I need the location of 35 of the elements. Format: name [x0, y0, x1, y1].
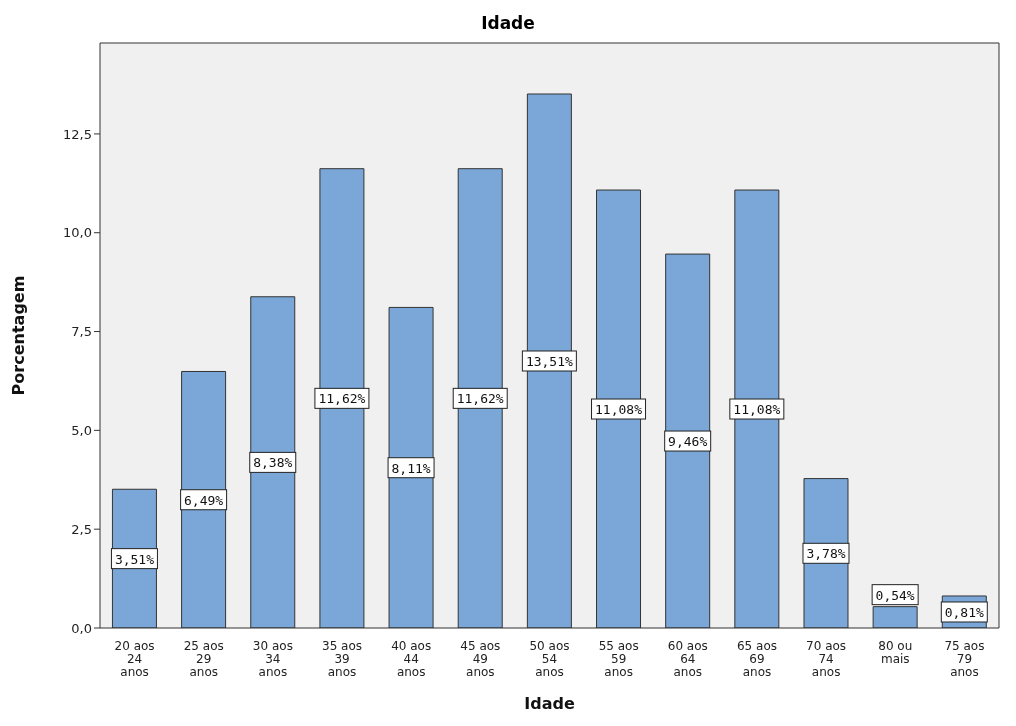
chart-title: Idade: [480, 12, 536, 35]
x-tick-label: 45 aos 49 anos: [460, 639, 501, 679]
data-label: 8,38%: [253, 455, 293, 471]
x-tick-label: 20 aos 24 anos: [114, 639, 155, 679]
y-tick-label: 12,5: [63, 126, 92, 142]
x-tick-label: 65 aos 69 anos: [736, 639, 777, 679]
data-label: 8,11%: [391, 460, 431, 476]
y-tick-label: 2,5: [71, 521, 92, 537]
y-axis-title: Porcentagem: [8, 275, 28, 396]
x-axis-title: Idade: [524, 694, 575, 714]
data-label: 11,08%: [595, 402, 643, 418]
y-tick-label: 0,0: [71, 620, 92, 636]
x-tick-label: 50 aos 54 anos: [529, 639, 570, 679]
data-label: 0,81%: [944, 604, 985, 620]
x-tick-label: 60 aos 64 anos: [667, 639, 708, 679]
x-tick-label: 75 aos 79 anos: [944, 639, 985, 679]
data-label: 9,46%: [668, 434, 708, 450]
data-label: 3,51%: [114, 551, 155, 567]
x-tick-label: 30 aos 34 anos: [252, 639, 293, 679]
x-tick-label: 25 aos 29 anos: [183, 639, 224, 679]
data-label: 3,78%: [806, 546, 846, 562]
x-tick-label: 40 aos 44 anos: [391, 639, 432, 679]
y-tick-label: 5,0: [71, 422, 92, 438]
data-label: 13,51%: [525, 353, 574, 369]
data-label: 6,49%: [184, 492, 224, 508]
x-tick-label: 70 aos 74 anos: [806, 639, 847, 679]
x-tick-label: 55 aos 59 anos: [598, 639, 639, 679]
y-tick-label: 7,5: [71, 324, 92, 340]
data-label: 11,08%: [733, 402, 781, 418]
data-label: 11,62%: [456, 391, 504, 407]
x-tick-label: 80 ou mais: [878, 639, 913, 666]
data-label: 11,62%: [318, 391, 366, 407]
y-tick-label: 10,0: [63, 225, 92, 241]
x-tick-label: 35 aos 39 anos: [322, 639, 363, 679]
data-label: 0,54%: [875, 587, 915, 603]
